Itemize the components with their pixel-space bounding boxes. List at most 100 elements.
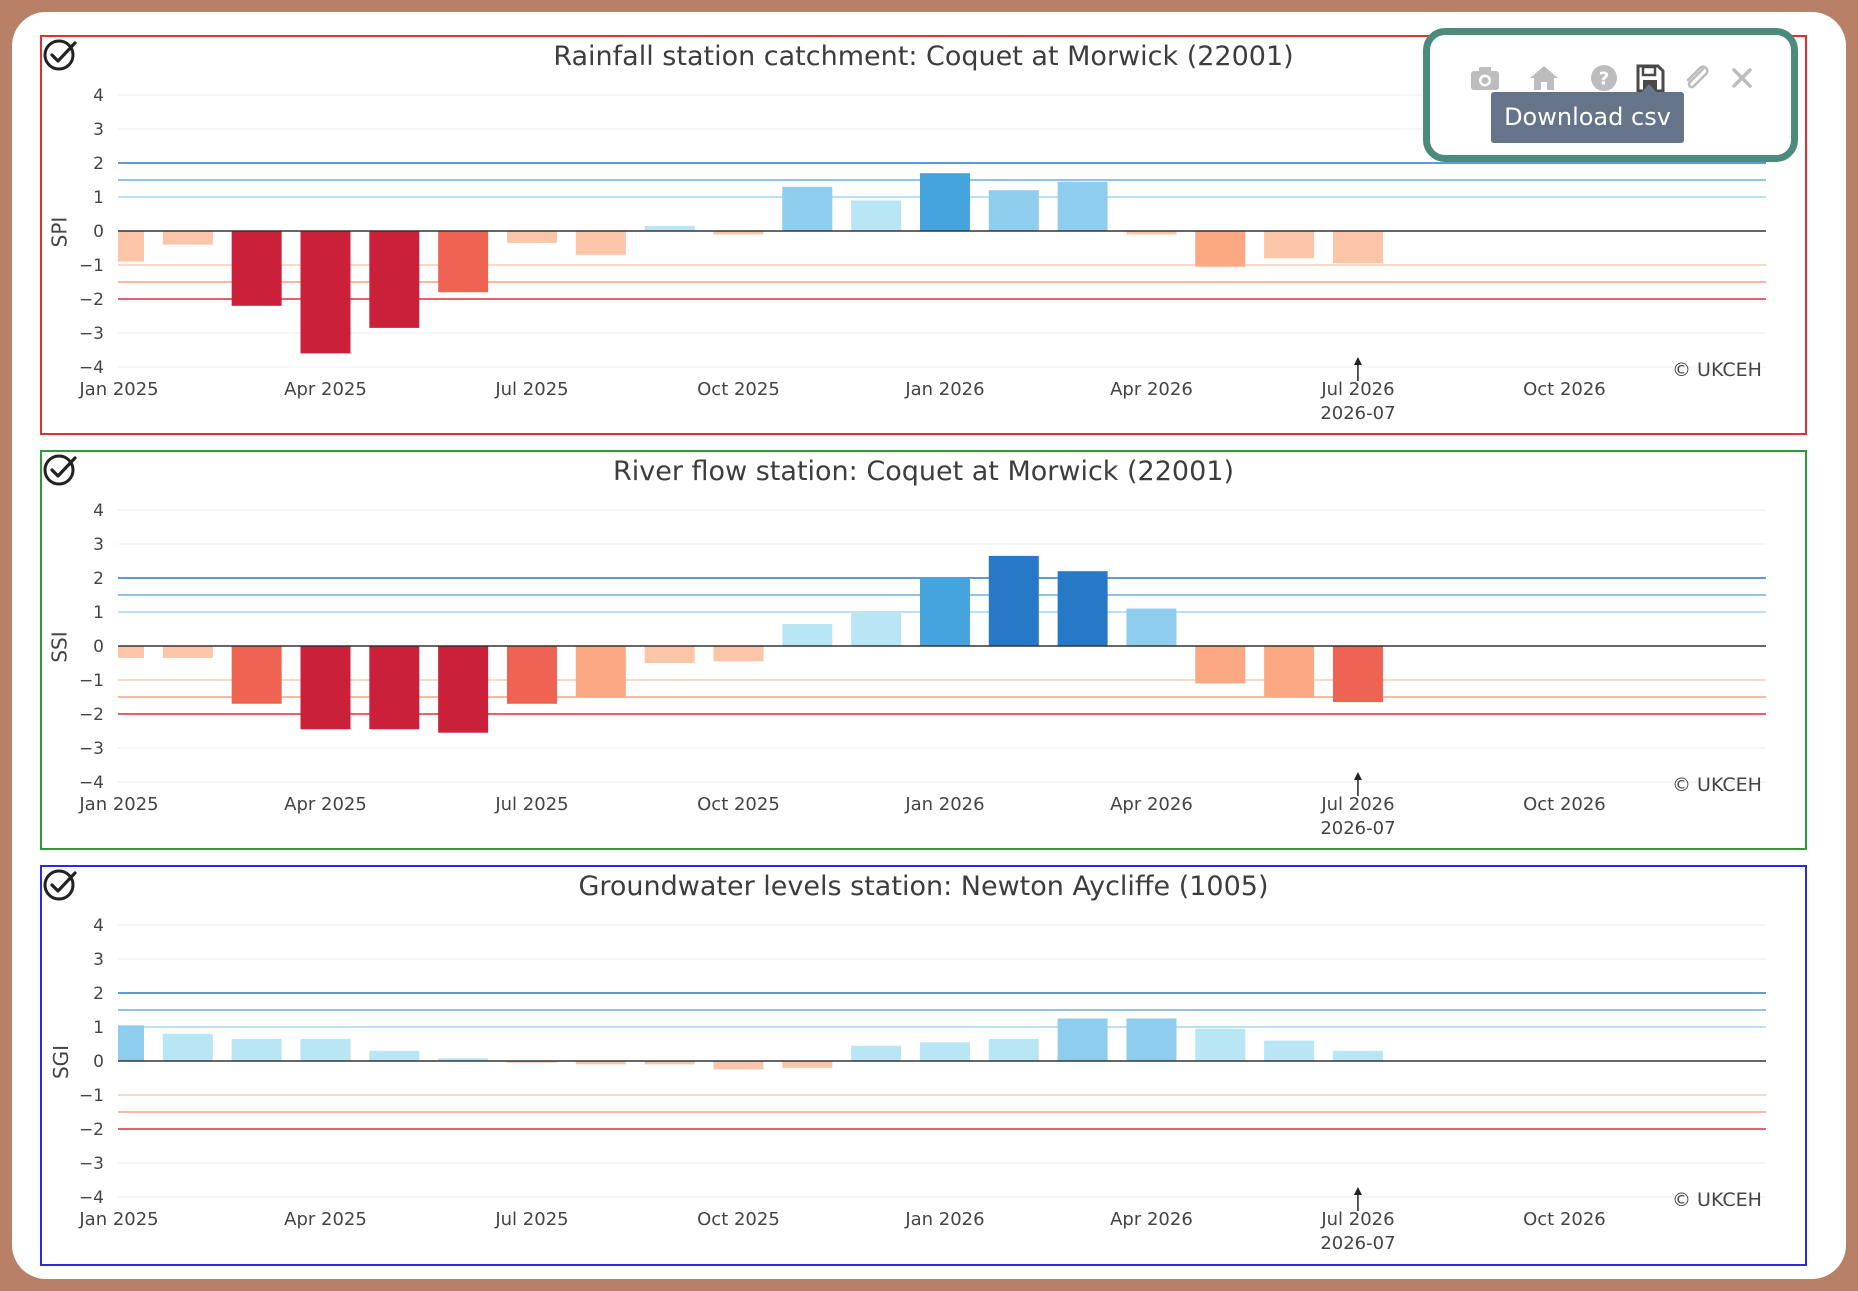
x-tick-label: Apr 2025 xyxy=(284,794,367,815)
x-tick-label: Oct 2026 xyxy=(1523,1209,1606,1230)
y-tick-label: 1 xyxy=(93,188,104,208)
bar xyxy=(1126,1018,1177,1061)
x-tick-label: Jul 2025 xyxy=(494,794,568,815)
x-tick-label: Jul 2026 xyxy=(1320,794,1394,815)
bar xyxy=(713,1061,764,1070)
y-tick-label: 4 xyxy=(93,86,104,106)
x-tick-label: Apr 2025 xyxy=(284,1209,367,1230)
x-tick-label: Jan 2025 xyxy=(78,379,158,400)
bar xyxy=(988,1038,1039,1061)
bar xyxy=(713,646,764,662)
check-circle-icon[interactable] xyxy=(42,37,78,73)
bar xyxy=(1057,1018,1108,1061)
chart-title: Rainfall station catchment: Coquet at Mo… xyxy=(553,41,1294,72)
y-tick-label: 4 xyxy=(93,916,104,936)
bar xyxy=(1057,571,1108,646)
bar xyxy=(988,190,1039,231)
x-tick-label: Jul 2025 xyxy=(494,379,568,400)
bar xyxy=(1195,1028,1246,1061)
y-tick-label: 2 xyxy=(93,984,104,1004)
groundwater-chart-panel: Groundwater levels station: Newton Aycli… xyxy=(40,865,1807,1266)
tooltip-arrow xyxy=(1641,84,1657,93)
close-icon[interactable] xyxy=(1725,61,1759,95)
x-tick-label: Jan 2026 xyxy=(904,794,984,815)
bar xyxy=(1332,646,1383,703)
attach-icon[interactable] xyxy=(1679,61,1713,95)
bar xyxy=(575,646,626,697)
bar xyxy=(782,623,833,646)
x-tick-label: Jul 2026 xyxy=(1320,379,1394,400)
y-tick-label: 0 xyxy=(93,1052,104,1072)
y-tick-label: −3 xyxy=(79,739,104,759)
bar xyxy=(231,646,282,704)
bar xyxy=(369,646,420,730)
y-tick-label: 3 xyxy=(93,535,104,555)
check-circle-icon[interactable] xyxy=(42,867,78,903)
bar xyxy=(1126,608,1177,646)
credit-label: © UKCEH xyxy=(1672,774,1762,796)
bar xyxy=(300,1038,351,1061)
bar xyxy=(162,1033,213,1061)
current-month-label: 2026-07 xyxy=(1320,403,1395,424)
camera-icon[interactable] xyxy=(1468,61,1502,95)
y-tick-label: 3 xyxy=(93,120,104,140)
help-icon[interactable]: ? xyxy=(1587,61,1621,95)
bar xyxy=(1126,231,1177,235)
bar xyxy=(644,225,695,231)
marker-arrowhead xyxy=(1353,1187,1362,1195)
bar xyxy=(300,231,351,354)
y-tick-label: −3 xyxy=(79,1154,104,1174)
bar xyxy=(118,231,144,262)
x-tick-label: Apr 2026 xyxy=(1110,1209,1193,1230)
current-month-label: 2026-07 xyxy=(1320,1233,1395,1254)
y-tick-label: −2 xyxy=(79,705,104,725)
bar xyxy=(162,231,213,245)
bar xyxy=(919,578,970,646)
check-circle-icon[interactable] xyxy=(42,452,78,488)
y-tick-label: 2 xyxy=(93,569,104,589)
home-icon[interactable] xyxy=(1527,61,1561,95)
bar xyxy=(988,555,1039,646)
y-tick-label: −1 xyxy=(79,671,104,691)
bar xyxy=(644,646,695,663)
bar xyxy=(506,646,557,704)
bar xyxy=(1195,646,1246,684)
x-tick-label: Jan 2025 xyxy=(78,794,158,815)
x-tick-label: Jul 2026 xyxy=(1320,1209,1394,1230)
bar xyxy=(506,1061,557,1063)
bar xyxy=(438,1058,489,1061)
y-tick-label: −4 xyxy=(79,773,104,793)
marker-arrowhead xyxy=(1353,357,1362,365)
x-tick-label: Apr 2025 xyxy=(284,379,367,400)
bar xyxy=(1264,231,1315,259)
bar xyxy=(575,231,626,255)
x-tick-label: Jan 2026 xyxy=(904,379,984,400)
bar xyxy=(438,646,489,733)
bar xyxy=(782,186,833,231)
bar xyxy=(1195,231,1246,267)
marker-arrowhead xyxy=(1353,772,1362,780)
chart-title: River flow station: Coquet at Morwick (2… xyxy=(613,456,1234,487)
bar xyxy=(231,1038,282,1061)
river-flow-chart-panel: River flow station: Coquet at Morwick (2… xyxy=(40,450,1807,850)
bar xyxy=(231,231,282,306)
bar xyxy=(644,1061,695,1065)
x-tick-label: Oct 2025 xyxy=(697,1209,780,1230)
x-tick-label: Oct 2025 xyxy=(697,794,780,815)
y-tick-label: 1 xyxy=(93,603,104,623)
bar xyxy=(118,1025,144,1061)
chart-title: Groundwater levels station: Newton Aycli… xyxy=(578,871,1269,902)
y-tick-label: −1 xyxy=(79,256,104,276)
bar xyxy=(162,646,213,658)
x-tick-label: Jan 2025 xyxy=(78,1209,158,1230)
bar xyxy=(713,231,764,235)
y-tick-label: 3 xyxy=(93,950,104,970)
x-tick-label: Oct 2025 xyxy=(697,379,780,400)
y-tick-label: 1 xyxy=(93,1018,104,1038)
bar xyxy=(919,173,970,231)
bar xyxy=(118,646,144,658)
y-tick-label: −4 xyxy=(79,358,104,378)
y-tick-label: −3 xyxy=(79,324,104,344)
bar xyxy=(300,646,351,730)
